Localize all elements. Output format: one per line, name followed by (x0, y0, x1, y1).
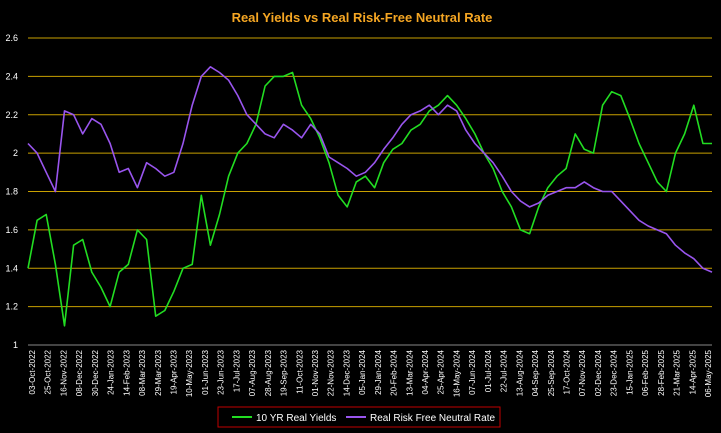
x-axis-tick-labels: 03-Oct-2022 25-Oct-2022 16-Nov-2022 08-Dec-… (28, 349, 713, 397)
y-tick-label: 1.2 (5, 302, 18, 312)
x-tick-label: 28-Feb-2025 (657, 349, 666, 395)
x-tick-label: 29-Mar-2023 (154, 349, 163, 395)
x-tick-label: 13-Aug-2024 (515, 349, 524, 396)
y-tick-label: 1.8 (5, 187, 18, 197)
y-tick-label: 1 (13, 340, 18, 350)
x-tick-label: 14-Feb-2023 (122, 349, 131, 395)
x-tick-label: 22-Nov-2023 (327, 349, 336, 396)
x-tick-label: 24-Jan-2023 (107, 349, 116, 394)
x-tick-label: 14-Apr-2025 (688, 349, 697, 394)
x-tick-label: 01-Jun-2023 (201, 349, 210, 394)
series-line-neutral-rate (27, 66, 713, 273)
x-tick-label: 07-Aug-2023 (248, 349, 257, 396)
x-tick-label: 13-Mar-2024 (405, 349, 414, 395)
series-line-real-yields (27, 71, 712, 327)
y-tick-label: 2.6 (5, 33, 18, 43)
y-tick-label: 1.4 (5, 263, 18, 273)
y-axis-tick-labels: 1 1.2 1.4 1.6 1.8 2 2.2 2.4 2.6 (5, 33, 18, 350)
x-tick-label: 08-Dec-2022 (75, 349, 84, 396)
x-tick-label: 08-Mar-2023 (138, 349, 147, 395)
x-tick-label: 07-Nov-2024 (578, 349, 587, 396)
x-tick-label: 17-Oct-2024 (563, 349, 572, 394)
gridlines (28, 37, 712, 346)
x-tick-label: 23-Jun-2023 (217, 349, 226, 394)
x-tick-label: 05-Jan-2024 (358, 349, 367, 394)
x-tick-label: 01-Nov-2023 (311, 349, 320, 396)
x-tick-label: 06-Feb-2025 (641, 349, 650, 395)
y-tick-label: 2 (13, 148, 18, 158)
x-tick-label: 16-May-2024 (452, 349, 461, 397)
x-tick-label: 04-Sep-2024 (531, 349, 540, 396)
x-tick-label: 16-Nov-2022 (59, 349, 68, 396)
x-tick-label: 21-Mar-2025 (673, 349, 682, 395)
x-tick-label: 25-Sep-2024 (547, 349, 556, 396)
x-tick-label: 10-May-2023 (185, 349, 194, 397)
legend-label-neutral-rate: Real Risk Free Neutral Rate (370, 413, 495, 424)
y-tick-label: 1.6 (5, 225, 18, 235)
y-tick-label: 2.2 (5, 110, 18, 120)
legend: 10 YR Real Yields Real Risk Free Neutral… (217, 406, 501, 428)
x-tick-label: 14-Dec-2023 (342, 349, 351, 396)
x-tick-label: 25-Apr-2024 (437, 349, 446, 394)
x-tick-label: 17-Jul-2023 (232, 349, 241, 392)
x-tick-label: 03-Oct-2022 (28, 349, 37, 394)
x-tick-label: 23-Dec-2024 (610, 349, 619, 396)
x-tick-label: 29-Jan-2024 (374, 349, 383, 394)
series-lines (27, 66, 713, 327)
x-tick-label: 06-May-2025 (704, 349, 713, 397)
x-tick-label: 25-Oct-2022 (44, 349, 53, 394)
x-tick-label: 15-Jan-2025 (625, 349, 634, 394)
x-tick-label: 28-Aug-2023 (264, 349, 273, 396)
chart-title: Real Yields vs Real Risk-Free Neutral Ra… (232, 10, 493, 25)
x-tick-label: 22-Jul-2024 (500, 349, 509, 392)
y-tick-label: 2.4 (5, 71, 18, 81)
x-tick-label: 11-Oct-2023 (295, 349, 304, 393)
x-tick-label: 07-Jun-2024 (468, 349, 477, 394)
x-tick-label: 04-Apr-2024 (421, 349, 430, 394)
x-tick-label: 30-Dec-2022 (91, 349, 100, 396)
x-tick-label: 20-Feb-2024 (390, 349, 399, 395)
x-tick-label: 01-Jul-2024 (484, 349, 493, 392)
x-tick-label: 02-Dec-2024 (594, 349, 603, 396)
legend-label-real-yields: 10 YR Real Yields (256, 413, 336, 424)
x-tick-label: 19-Apr-2023 (169, 349, 178, 394)
x-tick-label: 19-Sep-2023 (280, 349, 289, 396)
